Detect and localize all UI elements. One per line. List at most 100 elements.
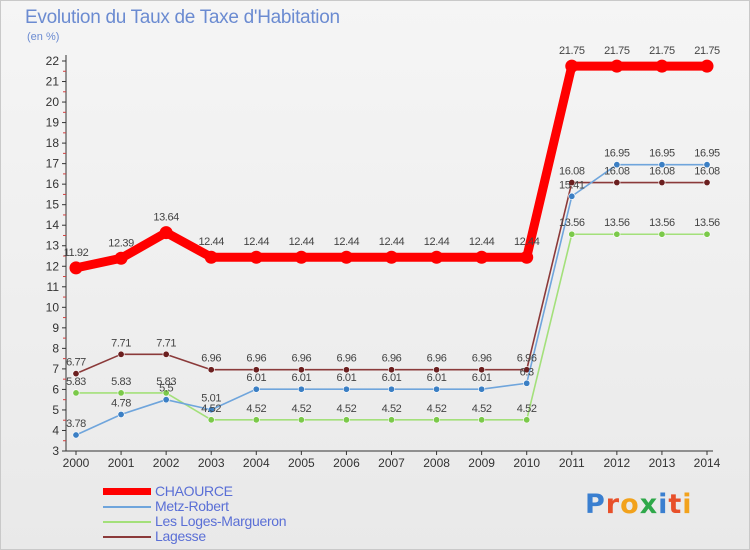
- data-point: [387, 416, 395, 424]
- x-tick-label: 2014: [694, 456, 721, 470]
- y-tick-label: 17: [46, 157, 60, 171]
- data-label: 12.44: [334, 236, 360, 248]
- legend-label-metz-robert: Metz-Robert: [155, 498, 229, 514]
- y-tick-label: 5: [52, 403, 59, 417]
- data-label: 6.01: [337, 372, 357, 384]
- data-label: 16.08: [604, 166, 630, 178]
- x-tick-label: 2013: [649, 456, 676, 470]
- legend-swatch-les-loges-margueron: [103, 521, 151, 523]
- data-point: [610, 59, 624, 73]
- data-point: [252, 385, 260, 393]
- data-point: [162, 396, 170, 404]
- y-tick-label: 11: [47, 280, 60, 294]
- data-point: [655, 59, 669, 73]
- data-point: [703, 179, 711, 187]
- data-label: 6.96: [427, 353, 447, 365]
- data-point: [207, 406, 215, 414]
- data-point: [342, 416, 350, 424]
- legend-swatch-chaource: [103, 488, 151, 495]
- legend-label-les-loges-margueron: Les Loges-Margueron: [155, 513, 287, 529]
- data-point: [565, 59, 579, 73]
- data-label: 12.44: [424, 236, 450, 248]
- data-point: [658, 161, 666, 169]
- data-label: 16.95: [694, 148, 720, 160]
- data-point: [523, 379, 531, 387]
- data-label: 6.96: [291, 353, 311, 365]
- data-point: [700, 59, 714, 73]
- data-point: [117, 410, 125, 418]
- data-label: 5.83: [66, 376, 86, 388]
- data-label: 5.83: [111, 376, 131, 388]
- legend-swatch-lagesse: [103, 536, 151, 538]
- x-tick-label: 2008: [423, 456, 450, 470]
- data-label: 5.83: [156, 376, 176, 388]
- data-point: [72, 431, 80, 439]
- data-label: 4.52: [382, 403, 402, 415]
- data-label: 6.96: [246, 353, 266, 365]
- data-label: 21.75: [694, 45, 720, 57]
- data-label: 16.08: [694, 166, 720, 178]
- data-label: 6.01: [382, 372, 402, 384]
- logo-letter: i: [682, 489, 693, 520]
- data-point: [703, 161, 711, 169]
- y-tick-label: 14: [46, 218, 60, 232]
- data-label: 13.56: [604, 217, 630, 229]
- x-tick-label: 2006: [333, 456, 360, 470]
- y-tick-label: 3: [52, 444, 59, 458]
- data-label: 16.95: [649, 148, 675, 160]
- data-label: 21.75: [604, 45, 630, 57]
- data-label: 6.96: [201, 353, 221, 365]
- data-label: 12.44: [244, 236, 270, 248]
- data-point: [297, 385, 305, 393]
- data-label: 21.75: [649, 45, 675, 57]
- y-tick-label: 8: [52, 341, 59, 355]
- data-label: 16.08: [649, 166, 675, 178]
- data-label: 13.56: [649, 217, 675, 229]
- logo-letter: o: [620, 489, 640, 520]
- data-label: 13.56: [559, 217, 585, 229]
- data-point: [387, 385, 395, 393]
- data-point: [385, 250, 398, 264]
- data-point: [249, 250, 263, 264]
- data-label: 5.5: [159, 383, 173, 395]
- data-label: 6.77: [66, 357, 86, 369]
- logo-letter: t: [668, 489, 683, 520]
- data-point: [658, 179, 666, 187]
- data-label: 12.44: [379, 236, 405, 248]
- data-label: 21.75: [559, 45, 585, 57]
- data-point: [162, 389, 170, 397]
- x-tick-label: 2003: [198, 456, 225, 470]
- legend-label-chaource: CHAOURCE: [155, 483, 233, 499]
- data-label: 6.96: [472, 353, 492, 365]
- data-label: 15.41: [559, 179, 585, 191]
- data-point: [297, 366, 305, 374]
- data-label: 6.96: [517, 353, 537, 365]
- data-label: 4.52: [517, 403, 537, 415]
- data-point: [478, 416, 486, 424]
- data-point: [162, 350, 170, 358]
- data-point: [204, 250, 218, 264]
- data-point: [433, 366, 441, 374]
- y-tick-label: 9: [52, 321, 59, 335]
- y-tick-label: 18: [46, 136, 60, 150]
- data-label: 12.44: [198, 236, 224, 248]
- data-label: 13.56: [694, 217, 720, 229]
- logo-letter: i: [658, 489, 669, 520]
- logo-letter: P: [585, 489, 606, 520]
- data-point: [478, 366, 486, 374]
- proxiti-logo: Proxiti: [585, 489, 693, 520]
- y-tick-label: 16: [46, 177, 60, 191]
- data-label: 6.96: [382, 353, 402, 365]
- x-tick-label: 2002: [153, 456, 180, 470]
- y-tick-label: 4: [52, 423, 59, 437]
- data-label: 12.44: [469, 236, 495, 248]
- data-label: 7.71: [156, 337, 176, 349]
- data-point: [568, 230, 576, 238]
- y-tick-label: 10: [46, 300, 60, 314]
- data-label: 4.52: [246, 403, 266, 415]
- data-point: [72, 370, 80, 378]
- data-point: [658, 230, 666, 238]
- data-point: [520, 250, 534, 264]
- x-tick-label: 2010: [513, 456, 540, 470]
